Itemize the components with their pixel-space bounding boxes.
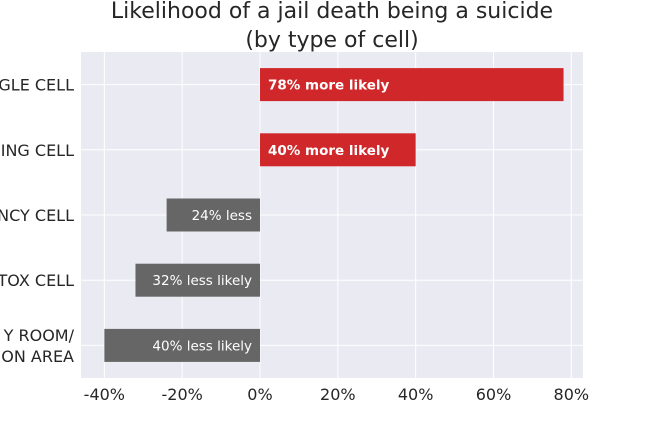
category-label: TOX CELL bbox=[0, 271, 74, 290]
category-label: ON AREA bbox=[1, 347, 74, 366]
category-label: NCY CELL bbox=[0, 206, 74, 225]
x-tick-label: 80% bbox=[554, 385, 590, 404]
chart-title-line: Likelihood of a jail death being a suici… bbox=[111, 0, 553, 24]
category-label: GLE CELL bbox=[0, 76, 74, 95]
x-tick-label: 60% bbox=[476, 385, 512, 404]
x-tick-labels: -40% -20% 0% 20% 40% 60% 80% bbox=[84, 385, 589, 404]
x-tick-label: 20% bbox=[320, 385, 356, 404]
bar bbox=[135, 263, 261, 297]
x-tick-label: -20% bbox=[162, 385, 203, 404]
x-tick-label: -40% bbox=[84, 385, 125, 404]
chart-title-line: (by type of cell) bbox=[245, 28, 418, 53]
bar-data-label: 40% less likely bbox=[152, 338, 252, 354]
bar bbox=[166, 198, 261, 232]
bar-data-label: 78% more likely bbox=[268, 78, 390, 94]
x-tick-label: 0% bbox=[247, 385, 272, 404]
bar bbox=[260, 68, 564, 102]
bar-data-label: 32% less likely bbox=[152, 273, 252, 289]
bar bbox=[104, 328, 261, 362]
category-label: ING CELL bbox=[1, 141, 74, 160]
x-tick-label: 40% bbox=[398, 385, 434, 404]
bar-data-label: 24% less bbox=[192, 208, 252, 224]
bar-labels: 78% more likely 40% more likely 24% less 32… bbox=[152, 78, 389, 355]
bar-data-label: 40% more likely bbox=[268, 143, 390, 159]
bars bbox=[104, 68, 564, 362]
chart-title: Likelihood of a jail death being a suici… bbox=[111, 0, 553, 53]
bar bbox=[260, 133, 416, 167]
category-labels: GLE CELL ING CELL NCY CELL TOX CELL Y ROOM/O… bbox=[0, 76, 75, 366]
category-label: Y ROOM/ bbox=[3, 326, 75, 345]
